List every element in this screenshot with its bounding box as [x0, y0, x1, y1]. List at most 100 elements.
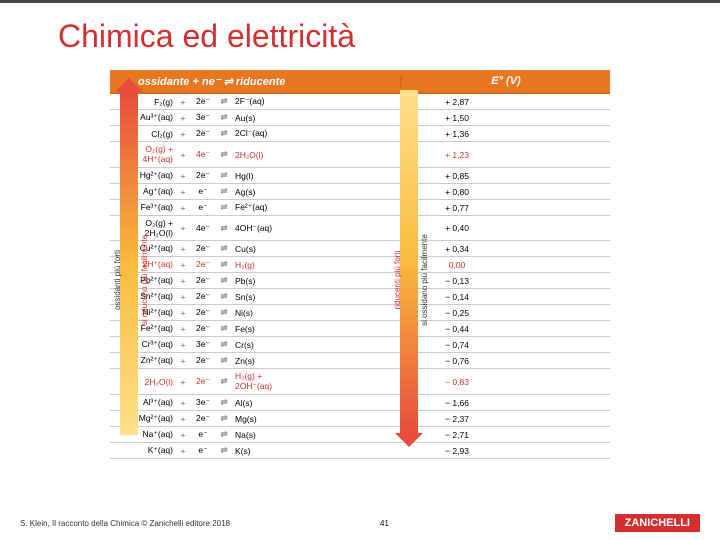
table-row: Au³⁺(aq)+3e⁻⇌Au(s)+ 1,50: [110, 110, 610, 126]
cell-reductant: Sn(s): [232, 289, 286, 305]
cell-potential: − 0,83: [304, 369, 610, 395]
cell-reductant: Fe²⁺(aq): [232, 200, 286, 216]
cell-electrons: 2e⁻: [190, 289, 216, 305]
cell-electrons: e⁻: [190, 184, 216, 200]
table-row: 2H⁺(aq)+2e⁻⇌H₂(g)0,00: [110, 257, 610, 273]
cell-potential: + 0,34: [304, 241, 610, 257]
cell-plus: +: [176, 353, 190, 369]
cell-plus: +: [176, 337, 190, 353]
cell-reductant: Mg(s): [232, 411, 286, 427]
table-row: Fe²⁺(aq)+2e⁻⇌Fe(s)− 0,44: [110, 321, 610, 337]
publisher-logo: ZANICHELLI: [615, 514, 700, 532]
cell-plus: +: [176, 200, 190, 216]
cell-equilibrium: ⇌: [216, 216, 232, 241]
cell-electrons: e⁻: [190, 443, 216, 459]
table-row: Hg²⁺(aq)+2e⁻⇌Hg(l)+ 0,85: [110, 168, 610, 184]
cell-equilibrium: ⇌: [216, 257, 232, 273]
cell-electrons: 2e⁻: [190, 126, 216, 142]
cell-plus: +: [176, 168, 190, 184]
cell-electrons: 4e⁻: [190, 142, 216, 168]
cell-plus: +: [176, 273, 190, 289]
cell-potential: − 0,14: [304, 289, 610, 305]
cell-plus: +: [176, 94, 190, 110]
cell-electrons: 4e⁻: [190, 216, 216, 241]
cell-plus: +: [176, 427, 190, 443]
page-title: Chimica ed elettricità: [58, 18, 355, 55]
table-row: 2H₂O(l)+2e⁻⇌H₂(g) + 2OH⁻(aq)− 0,83: [110, 369, 610, 395]
cell-potential: + 1,23: [304, 142, 610, 168]
cell-oxidant: K⁺(aq): [128, 443, 176, 459]
table-row: Fe³⁺(aq)+e⁻⇌Fe²⁺(aq)+ 0,77: [110, 200, 610, 216]
cell-plus: +: [176, 126, 190, 142]
cell-reductant: 2F⁻(aq): [232, 94, 286, 110]
cell-equilibrium: ⇌: [216, 353, 232, 369]
cell-plus: +: [176, 395, 190, 411]
cell-equilibrium: ⇌: [216, 168, 232, 184]
cell-plus: +: [176, 369, 190, 395]
cell-potential: − 2,93: [304, 443, 610, 459]
potential-table-figure: ossidante + ne⁻ ⇌ riducente E° (V) F₂(g)…: [110, 70, 610, 459]
cell-electrons: 2e⁻: [190, 257, 216, 273]
cell-plus: +: [176, 216, 190, 241]
cell-potential: + 2,87: [304, 94, 610, 110]
cell-plus: +: [176, 184, 190, 200]
cell-electrons: 2e⁻: [190, 411, 216, 427]
cell-reductant: Pb(s): [232, 273, 286, 289]
cell-potential: − 0,25: [304, 305, 610, 321]
cell-reductant: 2H₂O(l): [232, 142, 286, 168]
cell-reductant: Au(s): [232, 110, 286, 126]
cell-equilibrium: ⇌: [216, 337, 232, 353]
table-row: Pb²⁺(aq)+2e⁻⇌Pb(s)− 0,13: [110, 273, 610, 289]
cell-electrons: 2e⁻: [190, 273, 216, 289]
header-reaction: ossidante + ne⁻ ⇌ riducente: [110, 75, 400, 88]
cell-potential: + 1,36: [304, 126, 610, 142]
cell-reductant: 2Cl⁻(aq): [232, 126, 286, 142]
cell-reductant: H₂(g) + 2OH⁻(aq): [232, 369, 286, 395]
cell-reductant: Hg(l): [232, 168, 286, 184]
cell-electrons: 2e⁻: [190, 305, 216, 321]
cell-electrons: e⁻: [190, 427, 216, 443]
table-row: F₂(g)+2e⁻⇌2F⁻(aq)+ 2,87: [110, 94, 610, 110]
cell-reductant: Na(s): [232, 427, 286, 443]
cell-potential: − 0,44: [304, 321, 610, 337]
top-rule: [0, 0, 720, 3]
cell-potential: − 2,37: [304, 411, 610, 427]
table-row: Ni²⁺(aq)+2e⁻⇌Ni(s)− 0,25: [110, 305, 610, 321]
cell-reductant: Cu(s): [232, 241, 286, 257]
cell-potential: − 1,66: [304, 395, 610, 411]
cell-reductant: Al(s): [232, 395, 286, 411]
cell-equilibrium: ⇌: [216, 427, 232, 443]
cell-equilibrium: ⇌: [216, 369, 232, 395]
cell-equilibrium: ⇌: [216, 289, 232, 305]
label-oxidize-easily: si ossidano più facilmente: [420, 180, 429, 380]
cell-equilibrium: ⇌: [216, 200, 232, 216]
cell-equilibrium: ⇌: [216, 411, 232, 427]
label-reductant-strength: riducenti più forti: [393, 180, 402, 380]
table-row: Cr³⁺(aq)+3e⁻⇌Cr(s)− 0,74: [110, 337, 610, 353]
label-oxidant-strength: ossidanti più forti: [113, 180, 122, 380]
cell-equilibrium: ⇌: [216, 241, 232, 257]
table-row: Al³⁺(aq)+3e⁻⇌Al(s)− 1,66: [110, 395, 610, 411]
cell-equilibrium: ⇌: [216, 142, 232, 168]
table-row: Cl₂(g)+2e⁻⇌2Cl⁻(aq)+ 1,36: [110, 126, 610, 142]
page-number: 41: [380, 519, 389, 528]
cell-plus: +: [176, 257, 190, 273]
cell-electrons: 2e⁻: [190, 369, 216, 395]
cell-reductant: Ni(s): [232, 305, 286, 321]
label-reduce-easily: si riducono più facilmente: [140, 180, 149, 380]
table-row: O₂(g) + 4H⁺(aq)+4e⁻⇌2H₂O(l)+ 1,23: [110, 142, 610, 168]
table-row: Na⁺(aq)+e⁻⇌Na(s)− 2,71: [110, 427, 610, 443]
cell-potential: − 0,74: [304, 337, 610, 353]
table-header: ossidante + ne⁻ ⇌ riducente E° (V): [110, 70, 610, 94]
table-row: O₂(g) + 2H₂O(l)+4e⁻⇌4OH⁻(aq)+ 0,40: [110, 216, 610, 241]
cell-plus: +: [176, 411, 190, 427]
table-row: Sn²⁺(aq)+2e⁻⇌Sn(s)− 0,14: [110, 289, 610, 305]
cell-equilibrium: ⇌: [216, 321, 232, 337]
table-row: Zn²⁺(aq)+2e⁻⇌Zn(s)− 0,76: [110, 353, 610, 369]
header-potential: E° (V): [400, 75, 610, 87]
cell-reductant: H₂(g): [232, 257, 286, 273]
reduction-potential-table: F₂(g)+2e⁻⇌2F⁻(aq)+ 2,87Au³⁺(aq)+3e⁻⇌Au(s…: [110, 94, 610, 459]
cell-plus: +: [176, 289, 190, 305]
cell-plus: +: [176, 305, 190, 321]
cell-equilibrium: ⇌: [216, 273, 232, 289]
